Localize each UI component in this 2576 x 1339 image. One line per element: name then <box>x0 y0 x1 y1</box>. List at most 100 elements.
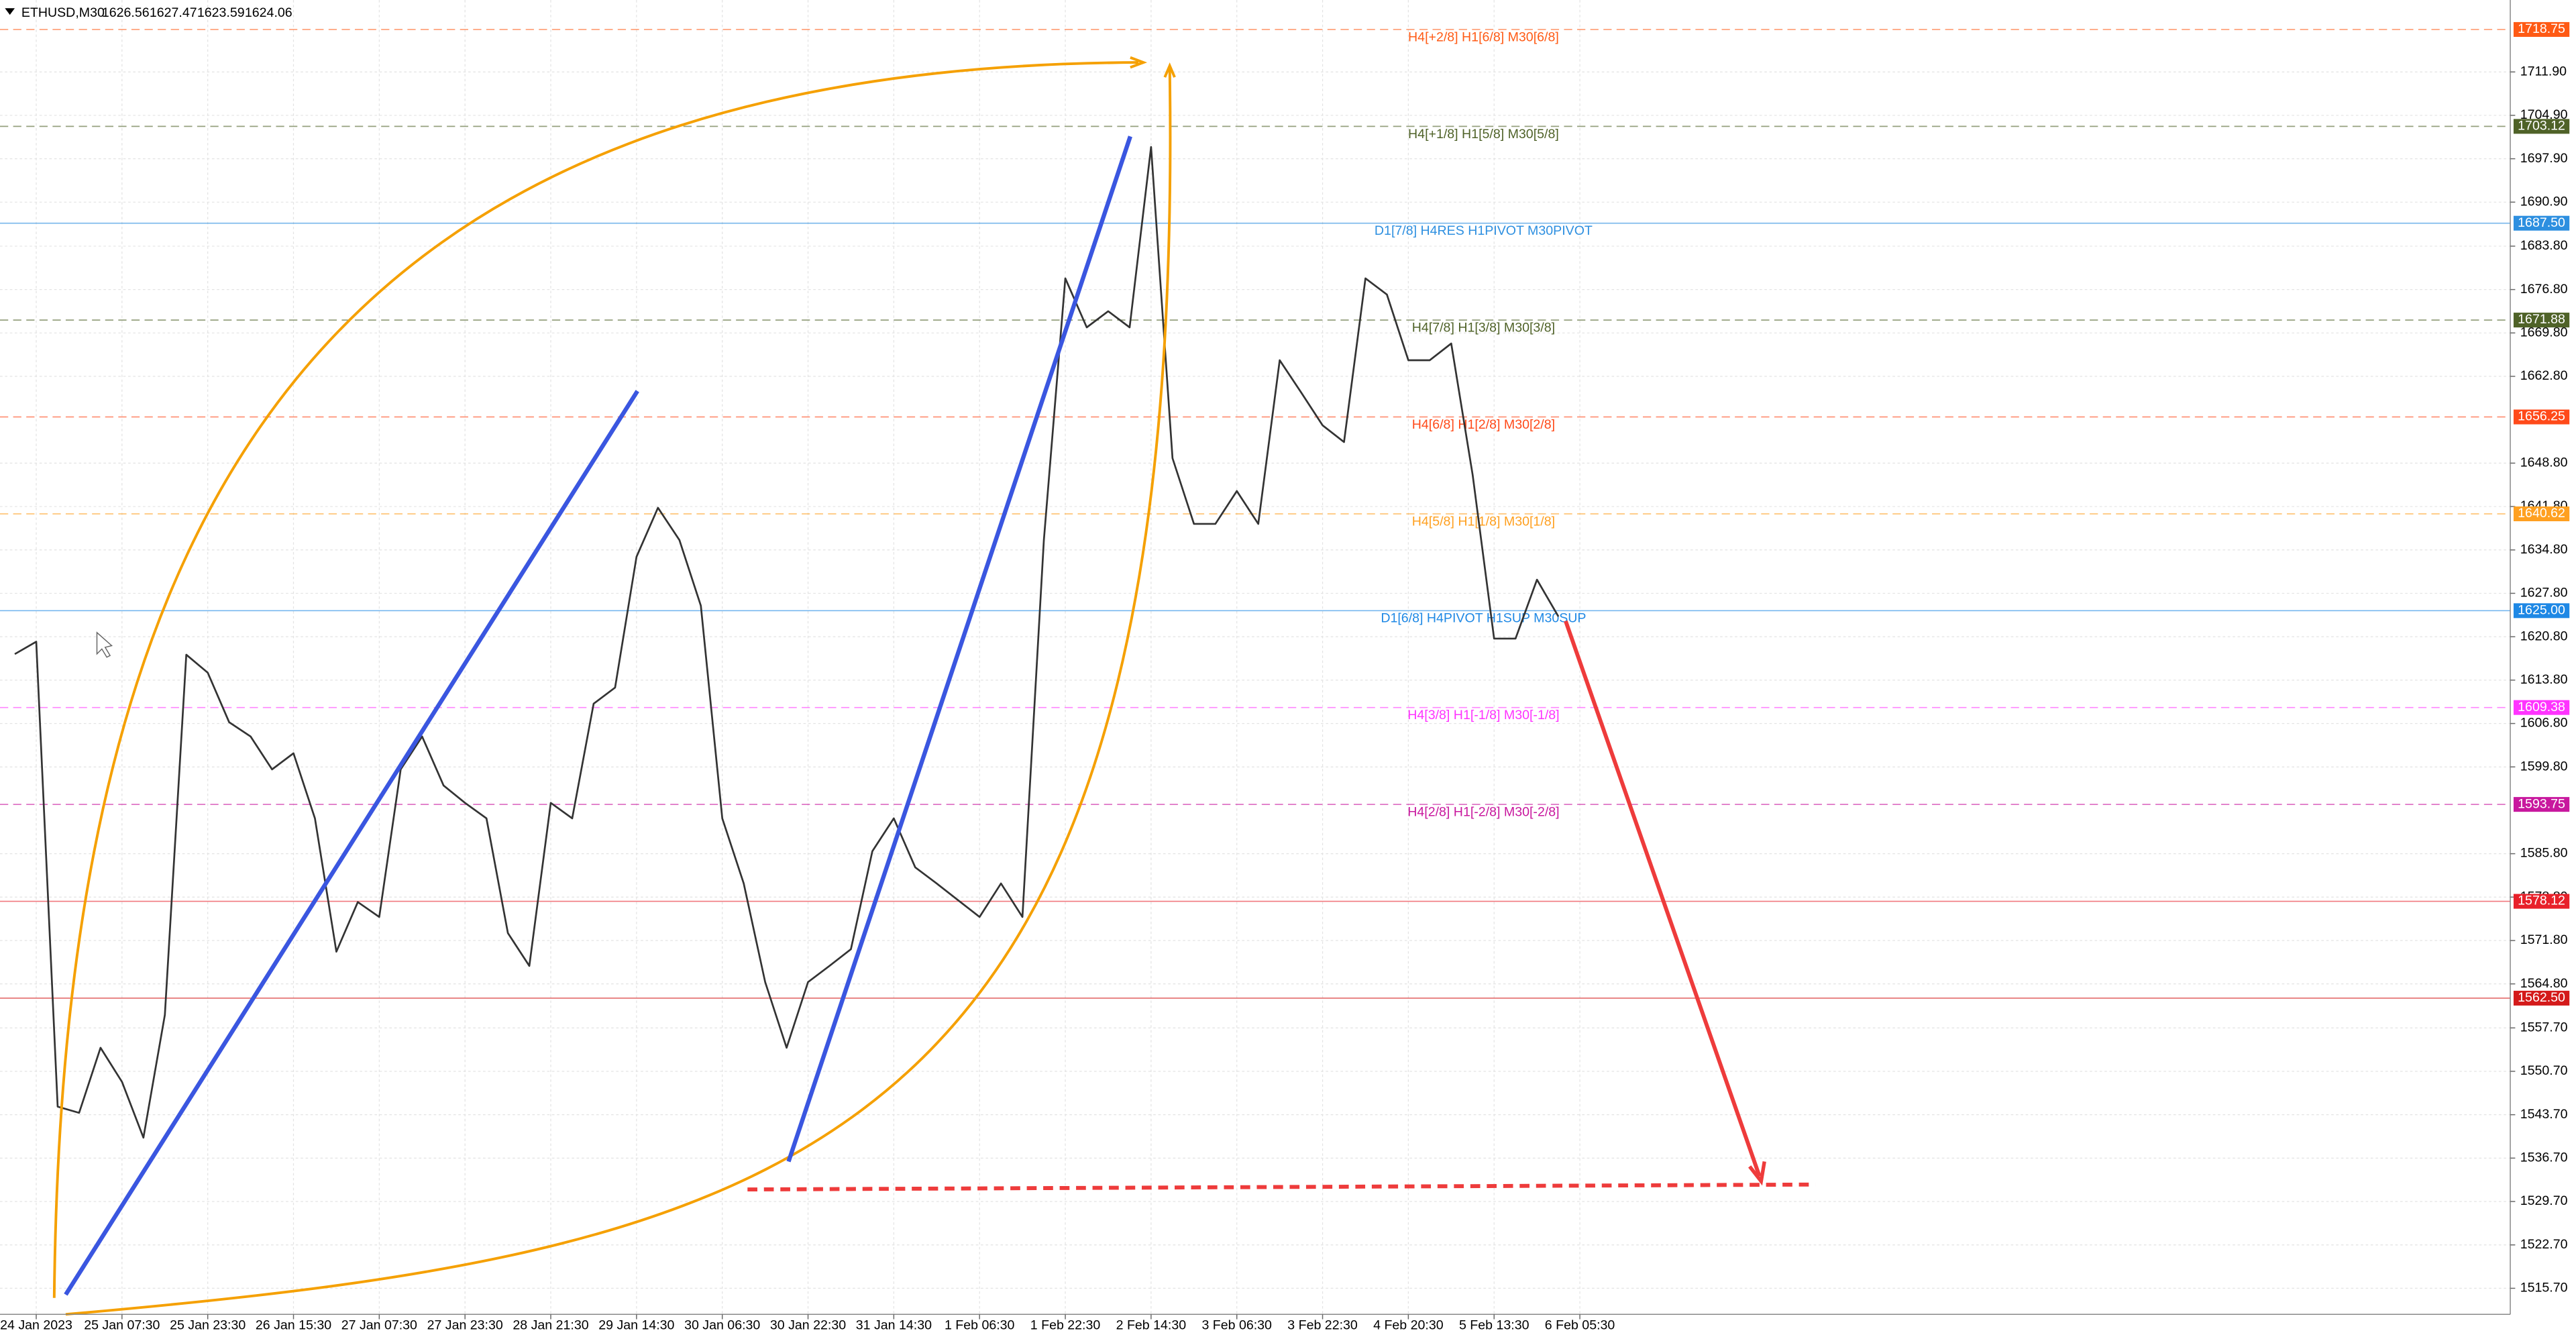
y-tick-label: 1648.80 <box>2520 456 2568 470</box>
price-box <box>2513 313 2570 328</box>
x-tick-label: 4 Feb 20:30 <box>1373 1318 1444 1333</box>
x-tick-label: 1 Feb 22:30 <box>1030 1318 1101 1333</box>
quote-high: 1627.47 <box>150 5 197 20</box>
x-tick-label: 31 Jan 14:30 <box>856 1318 932 1333</box>
quote-open: 1626.56 <box>102 5 150 20</box>
menu-icon <box>5 8 15 15</box>
cursor <box>96 631 113 658</box>
price-box-label: 1703.12 <box>2518 119 2565 133</box>
y-tick-label: 1711.90 <box>2520 64 2567 78</box>
price-box-label: 1640.62 <box>2518 506 2565 521</box>
arrow-head <box>1748 1161 1766 1186</box>
price-box-label: 1718.75 <box>2518 21 2565 36</box>
x-tick-label: 28 Jan 21:30 <box>513 1318 588 1333</box>
x-tick-label: 5 Feb 13:30 <box>1459 1318 1529 1333</box>
x-tick-label: 27 Jan 07:30 <box>341 1318 417 1333</box>
levels: H4[+2/8] H1[6/8] M30[6/8] H4[+1/8] H1[5/8… <box>0 29 2511 999</box>
level-label: H4[+1/8] H1[5/8] M30[5/8] <box>1408 127 1559 142</box>
y-tick-label: 1571.80 <box>2520 932 2568 947</box>
price-box <box>2513 797 2570 812</box>
quote-close: 1624.06 <box>245 5 292 20</box>
y-tick-label: 1704.90 <box>2520 107 2568 122</box>
level-label: H4[+2/8] H1[6/8] M30[6/8] <box>1408 30 1559 44</box>
x-tick-label: 26 Jan 15:30 <box>256 1318 331 1333</box>
price-box <box>2513 990 2570 1006</box>
level-label: H4[7/8] H1[3/8] M30[3/8] <box>1412 321 1555 335</box>
level-label: H4[5/8] H1[1/8] M30[1/8] <box>1412 514 1555 529</box>
trend-line <box>786 136 1132 1163</box>
header: ETHUSD,M30 1626.56 1627.47 1623.59 1624.… <box>5 5 292 20</box>
level-label: H4[3/8] H1[-1/8] M30[-1/8] <box>1407 708 1559 722</box>
y-tick-label: 1536.70 <box>2520 1150 2568 1165</box>
price-box <box>2513 894 2570 909</box>
trend-line <box>64 390 639 1296</box>
axes: 1711.90 1704.90 1697.90 1690.90 1683.80 1676.… <box>0 21 2570 1333</box>
x-tick-label: 2 Feb 14:30 <box>1116 1318 1187 1333</box>
price-box-label: 1609.38 <box>2518 700 2565 714</box>
price-box <box>2513 603 2570 619</box>
y-tick-label: 1683.80 <box>2520 238 2568 253</box>
level-label: D1[7/8] H4RES H1PIVOT M30PIVOT <box>1375 223 1593 238</box>
x-tick-label: 6 Feb 05:30 <box>1545 1318 1615 1333</box>
price-box-label: 1578.12 <box>2518 894 2565 908</box>
price-box <box>2513 21 2570 37</box>
forecast-arrow <box>1564 620 1762 1177</box>
price-box <box>2513 700 2570 715</box>
y-tick-label: 1522.70 <box>2520 1237 2568 1252</box>
y-tick-label: 1613.80 <box>2520 672 2568 687</box>
price-box <box>2513 119 2570 134</box>
orange-curve <box>65 68 1172 1316</box>
y-tick-label: 1606.80 <box>2520 716 2568 731</box>
quote-low: 1623.59 <box>197 5 245 20</box>
y-tick-label: 1669.80 <box>2520 325 2568 339</box>
y-tick-label: 1550.70 <box>2520 1063 2568 1078</box>
price-box <box>2513 409 2570 425</box>
price-box-label: 1671.88 <box>2518 312 2565 327</box>
y-tick-label: 1529.70 <box>2520 1193 2568 1208</box>
y-tick-label: 1627.80 <box>2520 586 2568 600</box>
annotations <box>52 56 1816 1316</box>
price-box <box>2513 215 2570 231</box>
y-tick-label: 1662.80 <box>2520 368 2568 383</box>
arrow-head <box>1130 56 1148 69</box>
x-tick-label: 3 Feb 22:30 <box>1287 1318 1358 1333</box>
x-tick-label: 3 Feb 06:30 <box>1201 1318 1272 1333</box>
level-label: D1[6/8] H4PIVOT H1SUP M30SUP <box>1381 611 1586 626</box>
y-tick-label: 1690.90 <box>2520 194 2568 209</box>
y-tick-label: 1620.80 <box>2520 629 2568 643</box>
price-box <box>2513 506 2570 521</box>
y-tick-label: 1585.80 <box>2520 846 2568 861</box>
price-box-label: 1625.00 <box>2518 602 2565 617</box>
x-tick-label: 25 Jan 07:30 <box>84 1318 160 1333</box>
y-tick-label: 1515.70 <box>2520 1281 2568 1295</box>
y-tick-label: 1634.80 <box>2520 542 2568 557</box>
x-tick-label: 27 Jan 23:30 <box>427 1318 503 1333</box>
x-tick-label: 25 Jan 23:30 <box>170 1318 246 1333</box>
level-label: H4[6/8] H1[2/8] M30[2/8] <box>1412 417 1555 432</box>
symbol-title: ETHUSD,M30 <box>21 5 105 20</box>
price-box-label: 1593.75 <box>2518 796 2565 811</box>
price-line <box>14 146 1560 1139</box>
target-line <box>747 1182 1816 1192</box>
y-tick-label: 1543.70 <box>2520 1107 2568 1122</box>
x-tick-label: 24 Jan 2023 <box>0 1318 72 1333</box>
level-label: H4[2/8] H1[-2/8] M30[-2/8] <box>1407 805 1559 820</box>
grid <box>0 0 2511 1315</box>
price-box-label: 1687.50 <box>2518 215 2565 230</box>
y-tick-label: 1697.90 <box>2520 151 2568 166</box>
y-tick-label: 1676.80 <box>2520 282 2568 297</box>
price <box>14 146 1560 1139</box>
price-box-label: 1656.25 <box>2518 409 2565 424</box>
y-tick-label: 1599.80 <box>2520 759 2568 773</box>
x-tick-label: 30 Jan 22:30 <box>770 1318 846 1333</box>
orange-curve <box>52 61 1139 1298</box>
x-tick-label: 1 Feb 06:30 <box>945 1318 1015 1333</box>
x-tick-label: 29 Jan 14:30 <box>598 1318 674 1333</box>
y-tick-label: 1564.80 <box>2520 976 2568 991</box>
price-box-label: 1562.50 <box>2518 990 2565 1005</box>
x-tick-label: 30 Jan 06:30 <box>684 1318 760 1333</box>
arrow-head <box>1163 62 1176 78</box>
